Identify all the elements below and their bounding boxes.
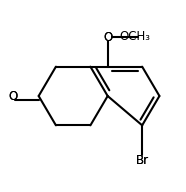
Text: Br: Br [136, 154, 149, 167]
Text: OCH₃: OCH₃ [120, 30, 151, 43]
Text: O: O [103, 31, 112, 44]
Text: O: O [103, 31, 112, 44]
Text: Br: Br [136, 154, 149, 167]
Text: O: O [8, 89, 17, 103]
Text: O: O [8, 89, 17, 103]
